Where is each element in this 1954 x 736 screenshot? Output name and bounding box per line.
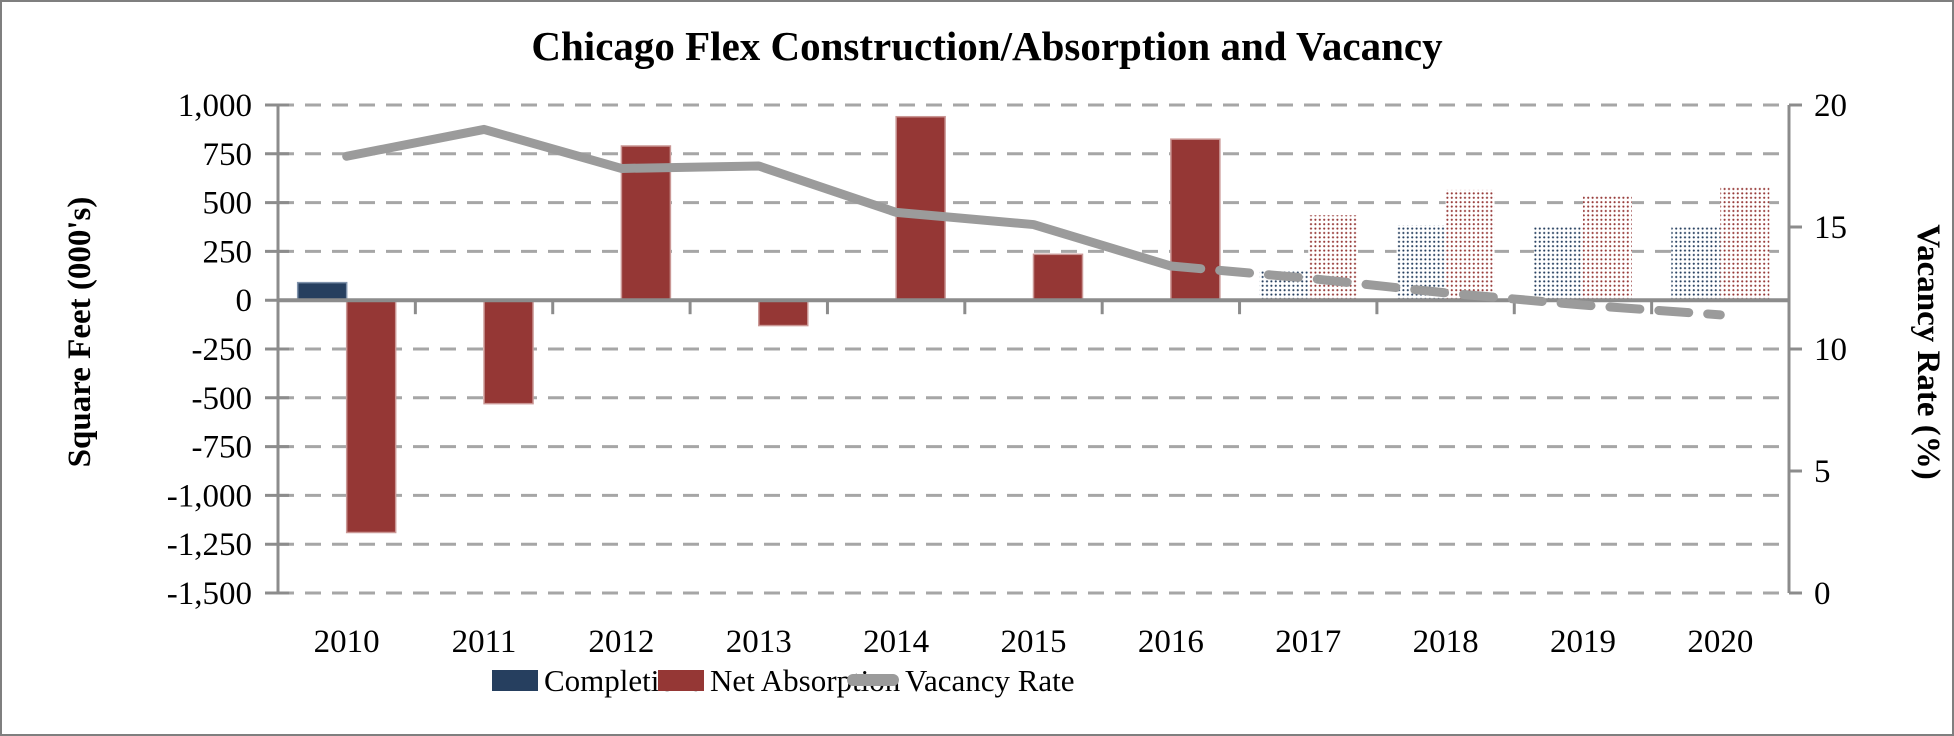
right-axis-tick-label: 20 xyxy=(1814,88,1847,124)
vacancy-line-series xyxy=(342,124,1725,320)
x-tick-label-2016: 2016 xyxy=(1138,624,1204,660)
bar-net-absorption-2018-forecast xyxy=(1445,189,1495,301)
bar-net-absorption-2011 xyxy=(483,299,534,405)
x-tick-label-2011: 2011 xyxy=(452,624,517,660)
x-tick-label-2019: 2019 xyxy=(1550,624,1616,660)
legend: Completions Net Absorption Vacancy Rate xyxy=(492,663,1075,698)
vacancy-line-forecast xyxy=(1166,261,1725,320)
left-axis-title: Square Feet (000's) xyxy=(62,197,98,468)
tick-labels: 1,000 750 500 250 0 -250 -500 -750 -1,000 -1,250 -… xyxy=(167,88,1847,660)
right-axis-tick-label: 5 xyxy=(1814,454,1831,490)
right-axis-tick-label: 10 xyxy=(1814,332,1847,368)
left-axis-tick-label: 1,000 xyxy=(178,88,252,124)
left-axis-tick-label: -1,000 xyxy=(167,478,252,514)
left-axis-tick-label: 0 xyxy=(236,283,253,319)
left-axis-tick-label: 250 xyxy=(203,234,253,270)
vacancy-line-actual xyxy=(342,124,1176,271)
bar-net-absorption-2019-forecast xyxy=(1582,195,1632,301)
legend-label-vacancy-rate: Vacancy Rate xyxy=(905,663,1075,698)
bar-completions-2010 xyxy=(296,281,348,301)
left-axis-tick-label: -500 xyxy=(192,381,253,417)
bar-series xyxy=(296,115,1770,534)
x-tick-label-2014: 2014 xyxy=(863,624,929,660)
x-tick-label-2017: 2017 xyxy=(1275,624,1341,660)
x-tick-label-2010: 2010 xyxy=(314,624,380,660)
bar-net-absorption-2013 xyxy=(758,299,809,327)
legend-swatch-vacancy-rate xyxy=(847,674,899,686)
bar-completions-2019-forecast xyxy=(1533,227,1583,301)
legend-swatch-net-absorption xyxy=(658,670,704,691)
bar-net-absorption-2014 xyxy=(895,115,946,301)
x-tick-label-2012: 2012 xyxy=(588,624,654,660)
bar-net-absorption-2015 xyxy=(1032,253,1084,301)
right-axis-tick-label: 0 xyxy=(1814,576,1831,612)
bar-completions-2020-forecast xyxy=(1671,226,1721,301)
left-axis-tick-label: -250 xyxy=(192,332,253,368)
x-tick-label-2020: 2020 xyxy=(1687,624,1753,660)
x-tick-label-2018: 2018 xyxy=(1413,624,1479,660)
bar-net-absorption-2020-forecast xyxy=(1720,186,1770,301)
right-axis-title: Vacancy Rate (%) xyxy=(1910,224,1946,479)
left-axis-tick-label: -750 xyxy=(192,430,253,466)
legend-swatch-completions xyxy=(492,670,538,691)
right-axis-tick-label: 15 xyxy=(1814,210,1847,246)
left-axis-tick-label: 500 xyxy=(203,186,253,222)
left-axis-tick-label: -1,250 xyxy=(167,527,252,563)
x-tick-label-2015: 2015 xyxy=(1001,624,1067,660)
bar-net-absorption-2017-forecast xyxy=(1308,215,1358,301)
left-axis-tick-label: 750 xyxy=(203,137,253,173)
bar-net-absorption-2010 xyxy=(345,299,397,534)
left-axis-tick-label: -1,500 xyxy=(167,576,252,612)
bar-net-absorption-2016 xyxy=(1170,138,1221,301)
x-tick-label-2013: 2013 xyxy=(726,624,792,660)
chart-title: Chicago Flex Construction/Absorption and… xyxy=(531,23,1443,69)
